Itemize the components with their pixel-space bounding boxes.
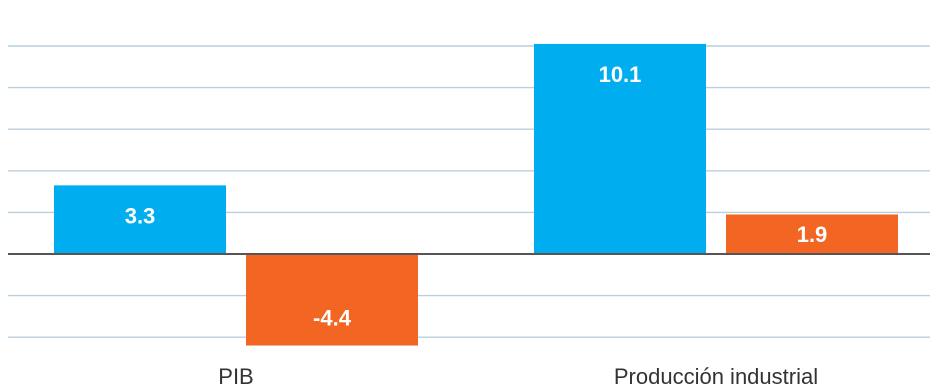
bar-pib-series-1: [54, 185, 226, 254]
bar-producci-n-industrial-series-1: [534, 43, 706, 254]
data-label: 1.9: [797, 222, 828, 247]
data-label: -4.4: [313, 306, 352, 331]
category-labels: PIB Producción industrial: [218, 364, 818, 388]
category-label: PIB: [218, 364, 253, 388]
bar-pib-series-2: [246, 254, 418, 346]
data-label: 3.3: [125, 203, 156, 228]
data-label: 10.1: [599, 62, 642, 87]
bars: [54, 43, 898, 346]
bar-producci-n-industrial-series-2: [726, 214, 898, 254]
data-labels: 3.3 -4.4 10.1 1.9: [125, 62, 828, 331]
category-label: Producción industrial: [614, 364, 818, 388]
